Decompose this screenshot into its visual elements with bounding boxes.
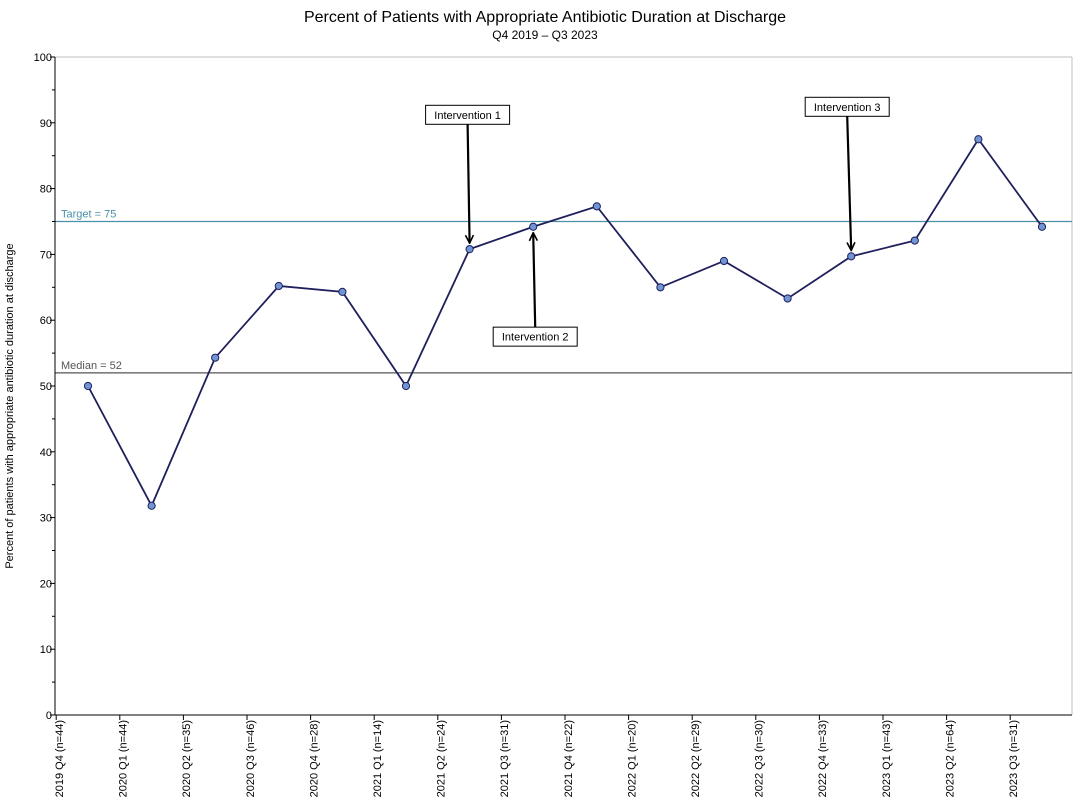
annotation-box [492, 326, 578, 347]
data-point [529, 222, 538, 231]
data-point [783, 294, 792, 303]
data-point [974, 135, 983, 144]
y-tick-label: 0 [46, 710, 52, 722]
data-point [592, 202, 601, 211]
y-tick-label: 10 [40, 644, 52, 656]
y-tick-label: 60 [40, 315, 52, 327]
chart-title: Percent of Patients with Appropriate Ant… [304, 9, 786, 26]
x-tick-label: 2022 Q4 (n=33) [817, 720, 829, 797]
y-tick-label: 40 [40, 447, 52, 459]
annotation-arrow [533, 233, 535, 328]
data-series [83, 135, 1047, 510]
data-point [147, 501, 156, 510]
x-tick-label: 2021 Q3 (n=31) [499, 720, 511, 797]
y-tick-label: 100 [34, 52, 52, 64]
x-tick-label: 2022 Q3 (n=30) [754, 720, 766, 797]
y-tick-label: 90 [40, 118, 52, 130]
x-tick-label: 2020 Q2 (n=35) [181, 720, 193, 797]
data-point [910, 236, 919, 245]
data-point [1037, 222, 1047, 231]
x-tick-label: 2020 Q4 (n=28) [308, 720, 320, 797]
y-axis-label: Percent of patients with appropriate ant… [4, 243, 16, 568]
x-tick-label: 2023 Q3 (n=31) [1008, 720, 1020, 797]
annotation-arrow [846, 116, 851, 250]
annotation-box [425, 104, 511, 125]
data-point [83, 381, 93, 391]
x-tick-label: 2021 Q4 (n=22) [563, 720, 575, 797]
x-tick-label: 2022 Q1 (n=20) [626, 720, 638, 797]
data-point [401, 381, 411, 391]
x-tick-label: 2021 Q1 (n=14) [372, 720, 384, 797]
data-point [274, 281, 283, 291]
y-tick-label: 20 [40, 578, 52, 590]
data-point [338, 287, 347, 297]
data-point [719, 256, 729, 266]
annotation-label: Intervention 3 [814, 102, 881, 114]
x-tick-label: 2019 Q4 (n=44) [54, 720, 66, 797]
x-tick-label: 2021 Q2 (n=24) [436, 720, 448, 797]
plot-frame [55, 56, 1073, 715]
y-axis: 0 10 20 30 40 50 60 70 80 90 100 [34, 52, 56, 722]
reference-line-label: Median = 52 [61, 360, 122, 372]
x-axis: 2019 Q4 (n=44) 2020 Q1 (n=44) 2020 Q2 (n=3… [54, 714, 1072, 797]
annotation-label: Intervention 1 [434, 110, 501, 122]
x-tick-label: 2023 Q2 (n=64) [944, 720, 956, 797]
y-tick-label: 70 [40, 249, 52, 261]
data-point [656, 283, 665, 292]
reference-lines: Target = 75 Median = 52 [55, 209, 1072, 374]
series-line [87, 137, 1043, 508]
x-tick-label: 2022 Q2 (n=29) [690, 720, 702, 797]
reference-line-label: Target = 75 [61, 209, 116, 221]
x-tick-label: 2023 Q1 (n=43) [881, 720, 893, 797]
data-point [847, 252, 856, 261]
x-tick-label: 2020 Q3 (n=46) [245, 720, 257, 797]
y-tick-label: 80 [40, 184, 52, 196]
y-tick-label: 50 [40, 381, 52, 393]
annotation-box [804, 96, 890, 117]
annotation-arrow [468, 124, 470, 243]
y-tick-label: 30 [40, 513, 52, 525]
chart-subtitle: Q4 2019 – Q3 2023 [492, 28, 598, 42]
annotations: Intervention 1 Intervention 2 Intervention… [425, 96, 890, 347]
annotation-label: Intervention 2 [502, 332, 569, 344]
x-tick-label: 2020 Q1 (n=44) [118, 720, 130, 797]
data-point [211, 353, 220, 362]
data-point [465, 245, 474, 254]
